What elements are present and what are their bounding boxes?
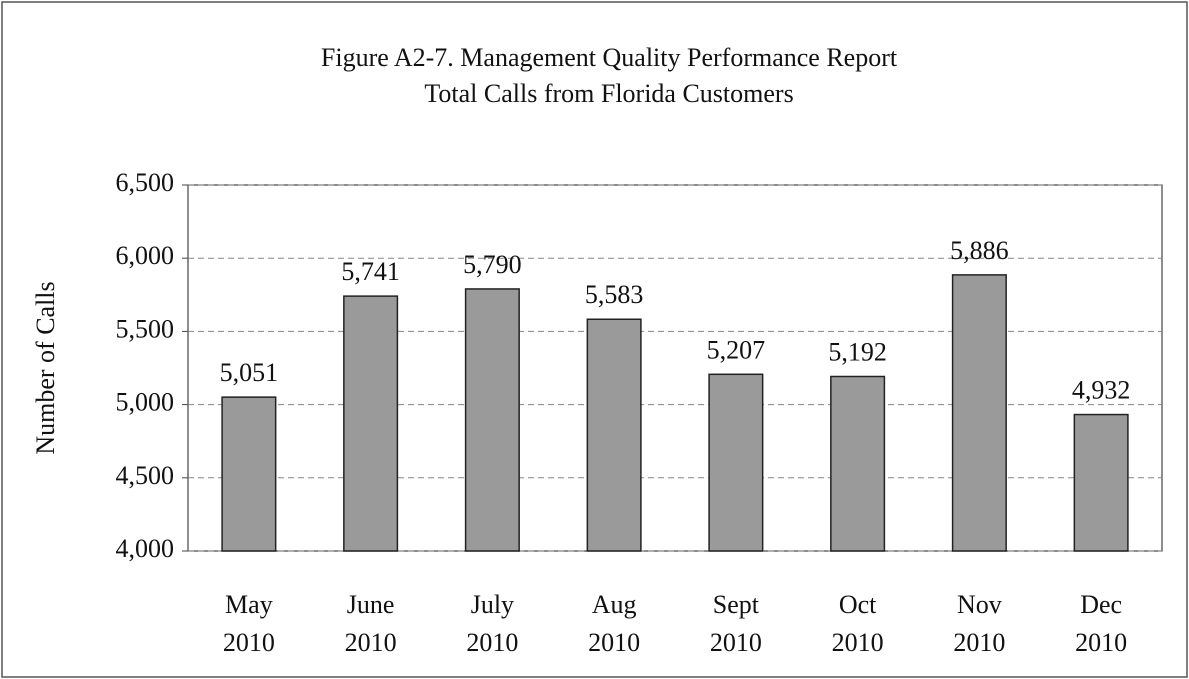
value-label: 5,207 — [707, 335, 766, 364]
value-label: 5,583 — [585, 280, 644, 309]
value-label: 5,051 — [220, 358, 279, 387]
value-label: 5,790 — [463, 250, 522, 279]
y-tick-label: 5,500 — [116, 314, 175, 343]
bar — [951, 274, 1007, 552]
bar — [586, 318, 642, 552]
bar — [221, 396, 277, 552]
y-tick-label: 5,000 — [116, 388, 175, 417]
value-label: 5,192 — [828, 337, 887, 366]
x-tick-label: Sept 2010 — [710, 590, 762, 657]
x-tick-label: Oct 2010 — [832, 590, 884, 657]
y-tick-label: 6,500 — [116, 168, 175, 197]
x-tick-label: Dec 2010 — [1075, 590, 1127, 657]
value-label: 5,741 — [341, 257, 400, 286]
chart-title: Figure A2-7. Management Quality Performa… — [321, 43, 898, 72]
x-tick-label: May 2010 — [223, 590, 275, 657]
value-label: 4,932 — [1072, 376, 1131, 405]
bar — [830, 375, 886, 552]
value-label: 5,886 — [950, 236, 1009, 265]
y-axis-label: Number of Calls — [31, 281, 60, 454]
plot-area — [187, 184, 1163, 552]
x-tick-label: July 2010 — [466, 590, 518, 657]
y-tick-label: 4,500 — [116, 461, 175, 490]
chart-subtitle: Total Calls from Florida Customers — [424, 79, 793, 108]
bar — [343, 295, 399, 552]
y-tick-label: 4,000 — [116, 534, 175, 563]
bar — [464, 288, 520, 552]
x-tick-label: Aug 2010 — [588, 590, 640, 657]
bar — [708, 373, 764, 552]
y-tick-label: 6,000 — [116, 241, 175, 270]
bar — [1073, 413, 1129, 552]
x-tick-label: June 2010 — [345, 590, 397, 657]
x-tick-label: Nov 2010 — [953, 590, 1005, 657]
